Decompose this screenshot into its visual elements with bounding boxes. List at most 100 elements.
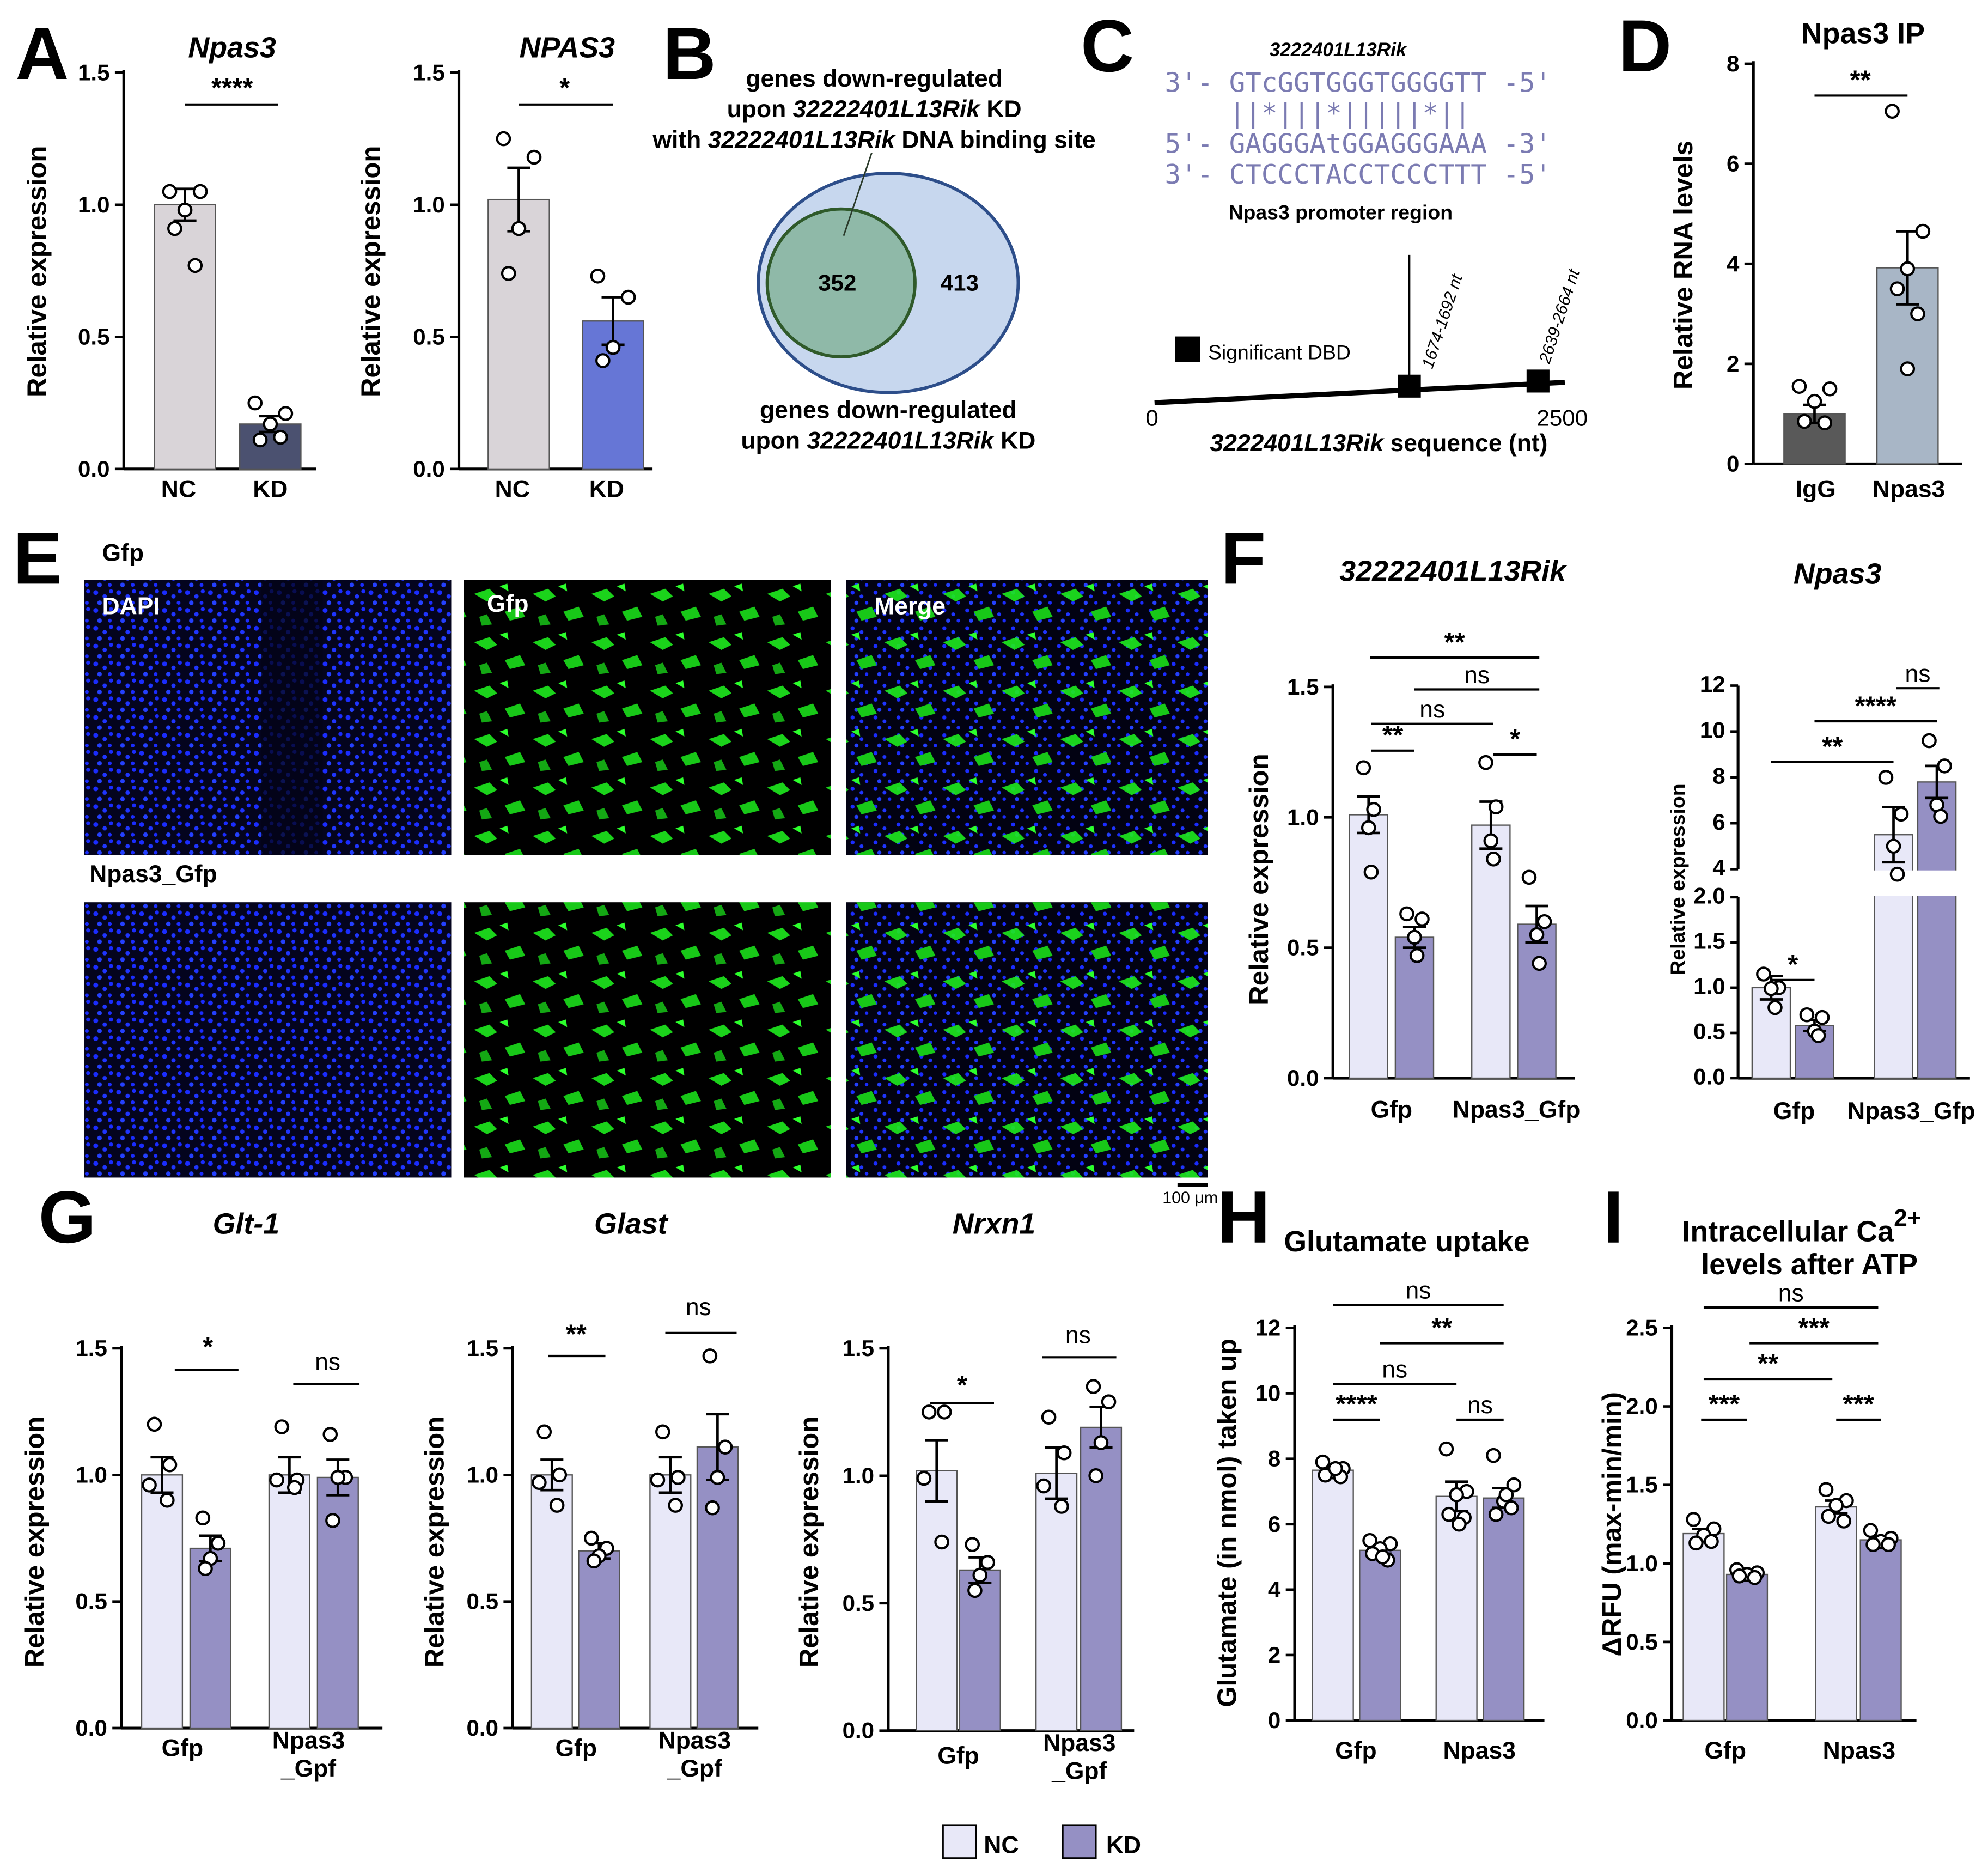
chart-a1-kd-point-2 bbox=[263, 416, 278, 432]
chart-f1-ytick-label-2: 1.0 bbox=[1287, 804, 1319, 830]
chart-f1-cmp-1-label: ns bbox=[1464, 662, 1490, 689]
chart-h-nc-0-point-3 bbox=[1318, 1467, 1333, 1483]
chart-i-ytick-label-1: 0.5 bbox=[1626, 1629, 1658, 1655]
chart-f2-kd-0-point-1 bbox=[1814, 1009, 1830, 1025]
chart-h-cmp-1-label: ** bbox=[1431, 1313, 1453, 1343]
chart-f2-nc-0-point-2 bbox=[1764, 981, 1779, 996]
chart-i-xcat-gfp: Gfp bbox=[1704, 1737, 1746, 1764]
chart-i-title-line1: Intracellular Ca2+ bbox=[1682, 1205, 1921, 1248]
seq-axis-end: 2500 bbox=[1536, 405, 1588, 430]
chart-d-igg-point-1 bbox=[1822, 381, 1838, 397]
panel-letter-e: E bbox=[13, 516, 62, 599]
chart-h-kd-0-point-5 bbox=[1375, 1549, 1391, 1565]
legend: NC KD bbox=[942, 1824, 1141, 1859]
panel-letter-d: D bbox=[1618, 4, 1672, 87]
chart-i-ytick-label-4: 2.0 bbox=[1626, 1394, 1658, 1419]
chart-a2-ytick-label-0: 0.0 bbox=[413, 456, 445, 482]
dbd-site-2-label: 2639-2664 nt bbox=[1535, 266, 1584, 366]
chart-g1-xcat-npas3: Npas3 bbox=[658, 1727, 731, 1754]
chart-f1-kd-0-point-3 bbox=[1409, 948, 1425, 963]
chart-g1-nc-0-point-3 bbox=[549, 1498, 565, 1513]
chart-g2-nc-0-point-3 bbox=[934, 1534, 949, 1550]
chart-a1-kd-point-0 bbox=[247, 395, 263, 411]
chart-f2-nc-0-point-3 bbox=[1767, 1000, 1783, 1015]
chart-g1-sig-left: ** bbox=[566, 1320, 587, 1349]
chart-f1-kd-0-point-2 bbox=[1407, 929, 1422, 945]
chart-g2-kd-1-point-0 bbox=[1086, 1379, 1101, 1394]
venn-inner-circle bbox=[765, 207, 917, 358]
chart-i-calcium: Intracellular Ca2+ levels after ATP ΔRFU… bbox=[1597, 1205, 1922, 1764]
chart-f1-ytick-label-0: 0.0 bbox=[1287, 1065, 1319, 1091]
chart-f1-kd-1-point-3 bbox=[1532, 956, 1547, 971]
chart-g1-nc-0-point-2 bbox=[532, 1475, 547, 1491]
chart-d-ytick-label-4: 8 bbox=[1727, 51, 1739, 76]
chart-a1-xcat-nc: NC bbox=[161, 476, 196, 502]
chart-a1-ytick-label-3: 1.5 bbox=[78, 59, 110, 85]
panel-letter-a: A bbox=[15, 12, 69, 95]
chart-g1-kd-1-point-3 bbox=[705, 1500, 720, 1516]
chart-f1-ytick-label-3: 1.5 bbox=[1287, 674, 1319, 700]
chart-g0-kd-0-point-1 bbox=[210, 1535, 226, 1551]
chart-f2-ytick-low-label-2: 1.0 bbox=[1693, 974, 1725, 999]
chart-h-nc-0-bar bbox=[1312, 1469, 1354, 1722]
chart-f1-nc-0-bar bbox=[1349, 814, 1388, 1079]
chart-h-ytick-label-3: 6 bbox=[1268, 1511, 1280, 1537]
chart-i-nc-0-bar bbox=[1682, 1532, 1725, 1722]
chart-d-igg-point-0 bbox=[1791, 379, 1807, 394]
chart-h-nc-0-point-0 bbox=[1315, 1454, 1331, 1470]
chart-g0-kd-1-point-2 bbox=[330, 1470, 346, 1485]
chart-g1-ytick-label-1: 0.5 bbox=[467, 1589, 499, 1614]
chart-g1-nc-1-point-1 bbox=[670, 1470, 686, 1485]
panel-letter-b: B bbox=[663, 12, 716, 95]
chart-a1-ytick-label-0: 0.0 bbox=[78, 456, 110, 482]
chart-a2-kd-point-2 bbox=[605, 339, 621, 355]
chart-g2-kd-0-point-2 bbox=[972, 1567, 988, 1583]
chart-g1-nc-1-bar bbox=[649, 1474, 692, 1729]
chart-g1-ytick-label-2: 1.0 bbox=[467, 1462, 499, 1487]
chart-f1-nc-1-point-3 bbox=[1486, 852, 1501, 867]
chart-g0-nc-0-bar bbox=[141, 1474, 184, 1729]
chart-g2-ytick-label-2: 1.0 bbox=[843, 1463, 875, 1488]
chart-f2-cmp-1-label: **** bbox=[1855, 691, 1897, 721]
seq-match-line: ||*|||*|||||*|| bbox=[1164, 98, 1471, 129]
chart-d-ytick-label-1: 2 bbox=[1727, 351, 1739, 376]
chart-g1-kd-0-point-3 bbox=[586, 1553, 602, 1569]
legend-swatch-kd bbox=[1062, 1824, 1097, 1859]
chart-h-xcat-gfp: Gfp bbox=[1335, 1737, 1377, 1764]
chart-f1-cmp-2-label: ns bbox=[1419, 696, 1445, 723]
chart-g2-kd-1-point-3 bbox=[1088, 1468, 1103, 1483]
chart-i-kd-1-point-4 bbox=[1881, 1537, 1896, 1553]
chart-g1-sig-right: ns bbox=[686, 1294, 711, 1321]
chart-f2-nc-0-point-0 bbox=[1756, 966, 1771, 982]
micrograph-gfp-merge-green bbox=[846, 580, 1208, 855]
chart-h-kd-1-point-4 bbox=[1503, 1500, 1519, 1516]
chart-i-nc-0-point-3 bbox=[1688, 1535, 1704, 1551]
chart-i-nc-1-point-2 bbox=[1828, 1498, 1844, 1513]
chart-f1-nc-1-point-0 bbox=[1478, 755, 1493, 770]
chart-f2-kd-1-point-1 bbox=[1937, 758, 1952, 774]
chart-d-npas3-point-4 bbox=[1910, 306, 1925, 321]
chart-h-nc-1-point-5 bbox=[1452, 1516, 1467, 1532]
seq-axis-start: 0 bbox=[1145, 405, 1158, 430]
venn-outer-count: 413 bbox=[941, 270, 979, 295]
chart-i-nc-1-point-4 bbox=[1836, 1513, 1852, 1529]
chart-g1-nc-1-point-2 bbox=[650, 1472, 666, 1488]
chart-a2-nc-bar bbox=[487, 198, 550, 470]
chart-d-npas3-point-0 bbox=[1885, 104, 1900, 119]
chart-f1-nc-0-point-2 bbox=[1361, 820, 1376, 836]
chart-f1-nc-0-point-3 bbox=[1363, 864, 1379, 880]
micrograph-npas3-gfp bbox=[464, 902, 831, 1178]
chart-g1-kd-0-bar bbox=[578, 1550, 620, 1729]
chart-d-npas3-ip: Npas3 IP Relative RNA levels IgG Npas3 *… bbox=[1669, 17, 1962, 502]
chart-g2-xcat-gpf: _Gpf bbox=[1051, 1758, 1107, 1785]
dbd-legend-label: Significant DBD bbox=[1208, 341, 1351, 364]
seq-axis-title: 3222401L13Rik sequence (nt) bbox=[1210, 430, 1547, 457]
chart-g0-xcat-gfp: Gfp bbox=[162, 1735, 204, 1761]
chart-f1-xcat-npas3: Npas3_Gfp bbox=[1453, 1097, 1581, 1123]
chart-g0-kd-0-bar bbox=[189, 1547, 231, 1729]
chart-f2-title: Npas3 bbox=[1794, 557, 1882, 590]
chart-i-nc-1-point-0 bbox=[1818, 1482, 1834, 1498]
chart-h-ytick-label-0: 0 bbox=[1268, 1707, 1280, 1733]
chart-d-ylabel: Relative RNA levels bbox=[1669, 141, 1698, 390]
panel-letter-c: C bbox=[1081, 4, 1134, 87]
